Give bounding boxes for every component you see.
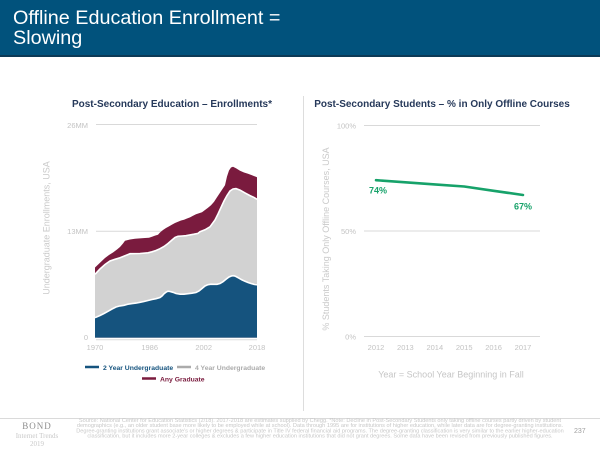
svg-text:Year = School Year Beginning i: Year = School Year Beginning in Fall (378, 370, 524, 380)
svg-text:2013: 2013 (397, 343, 414, 352)
svg-text:Undergraduate Enrollments, USA: Undergraduate Enrollments, USA (42, 161, 52, 295)
svg-text:2 Year Undergraduate: 2 Year Undergraduate (103, 365, 173, 372)
svg-text:% Students Taking Only Offline: % Students Taking Only Offline Courses, … (321, 147, 331, 330)
svg-text:26MM: 26MM (67, 121, 88, 130)
svg-text:4 Year Undergraduate: 4 Year Undergraduate (195, 365, 265, 372)
svg-text:2017: 2017 (515, 343, 532, 352)
svg-text:13MM: 13MM (67, 227, 88, 236)
svg-text:2012: 2012 (368, 343, 385, 352)
svg-text:100%: 100% (337, 122, 357, 131)
svg-text:2002: 2002 (195, 343, 212, 352)
svg-text:0%: 0% (345, 333, 356, 342)
svg-text:2015: 2015 (456, 343, 473, 352)
svg-text:2018: 2018 (249, 343, 266, 352)
svg-text:Any Graduate: Any Graduate (160, 377, 205, 384)
svg-text:2014: 2014 (426, 343, 443, 352)
svg-text:74%: 74% (369, 186, 387, 196)
svg-text:1986: 1986 (141, 343, 158, 352)
svg-text:50%: 50% (341, 227, 356, 236)
svg-text:0: 0 (84, 333, 88, 342)
svg-text:2016: 2016 (485, 343, 502, 352)
svg-text:1970: 1970 (87, 343, 104, 352)
svg-text:67%: 67% (514, 202, 532, 212)
